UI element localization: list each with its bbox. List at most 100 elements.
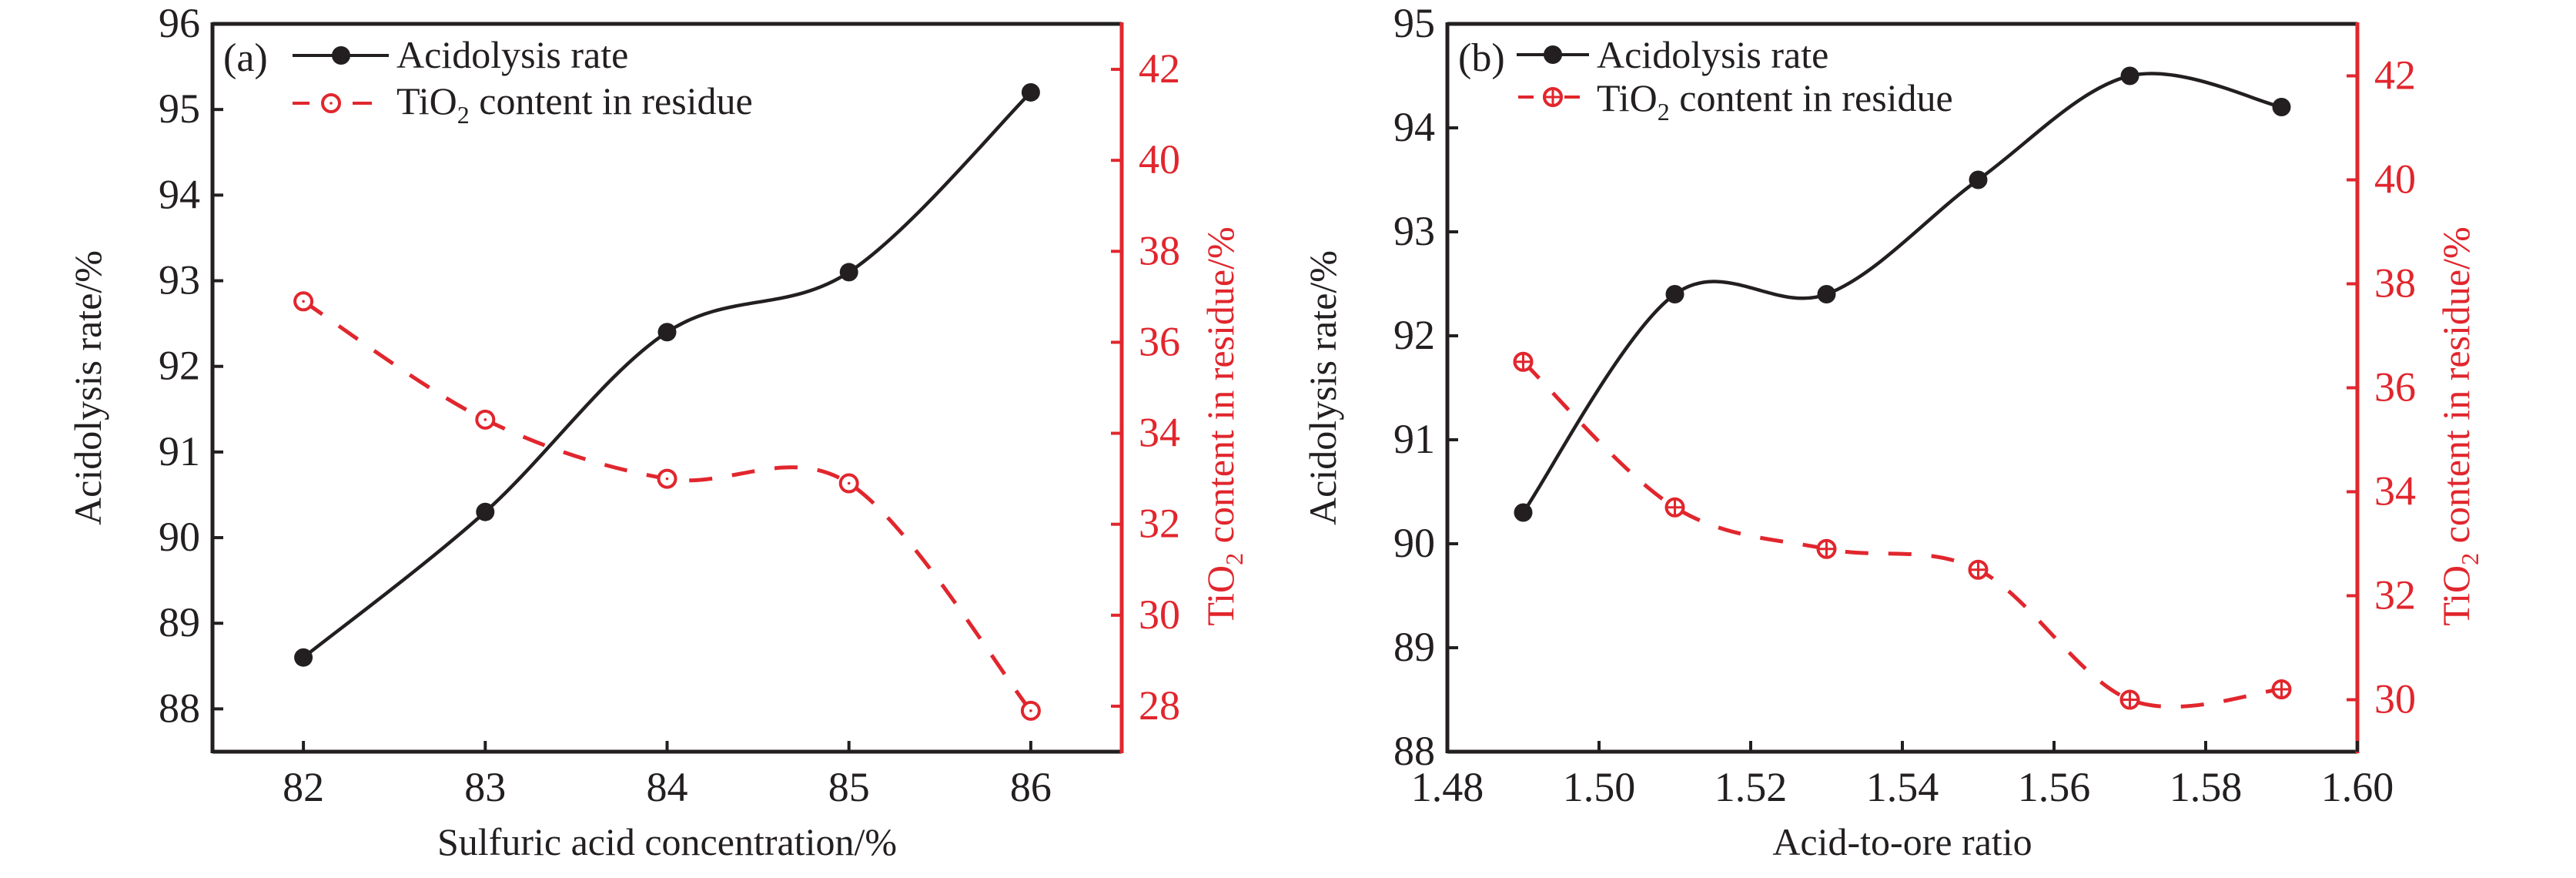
chart-a: 82 83 84 85 86 88 89 90 91 92 93 94 95 96 28 30 32 34 36 38… [66, 0, 1248, 863]
tio2-point-dot-a [665, 477, 669, 481]
panel-label-b: (b) [1458, 36, 1505, 80]
plot-area-a [293, 82, 1041, 721]
tio2-point-dot-a [302, 300, 305, 303]
y-right-tick-label-b: 38 [2374, 260, 2416, 307]
acidolysis-point-a [657, 323, 677, 342]
legend-b: Acidolysis rate TiO2 content in residue [1517, 33, 1953, 126]
legend-a-tio2-marker-dot [330, 102, 333, 105]
x-tick-label-b: 1.50 [1563, 764, 1636, 810]
y-right-tick-label-a: 34 [1139, 410, 1180, 456]
acidolysis-point-b [2120, 66, 2139, 85]
acidolysis-point-b [1665, 285, 1684, 303]
y-right-tick-label-a: 30 [1139, 591, 1180, 638]
y-left-tick-label-a: 95 [159, 85, 200, 132]
tio2-point-dot-a [483, 418, 487, 421]
acidolysis-point-a [476, 502, 495, 521]
y-left-tick-label-a: 92 [159, 343, 200, 389]
y-right-tick-label-b: 32 [2374, 572, 2416, 618]
y-left-tick-label-b: 92 [1393, 312, 1435, 358]
y-left-tick-label-a: 88 [159, 685, 200, 731]
x-tick-label-a: 86 [1010, 764, 1052, 810]
y-left-axis-title-b: Acidolysis rate/% [1301, 250, 1344, 525]
legend-b-tio2-marker [1543, 87, 1563, 107]
legend-b-tio2-suffix: content in residue [1670, 76, 1953, 119]
legend-a-tio2-prefix: TiO [396, 79, 457, 122]
y-right-axis-title-a: TiO2 content in residue/% [1199, 226, 1248, 625]
y-right-tick-label-a: 38 [1139, 227, 1180, 273]
legend-b-acidolysis-marker [1544, 45, 1562, 64]
y-left-tick-label-a: 94 [159, 171, 200, 217]
legend-b-tio2-label: TiO2 content in residue [1597, 76, 1953, 126]
acidolysis-point-a [294, 648, 313, 667]
x-tick-label-a: 85 [828, 764, 870, 810]
y-right-title-prefix-a: TiO [1199, 565, 1242, 626]
legend-a-tio2-suffix: content in residue [470, 79, 753, 122]
axes-b: 1.48 1.50 1.52 1.54 1.56 1.58 1.60 88 89 90 91 92 93… [1301, 0, 2484, 863]
y-right-tick-label-b: 34 [2374, 468, 2416, 514]
acidolysis-point-b [1514, 503, 1533, 522]
x-axis-title-a: Sulfuric acid concentration/% [437, 820, 897, 863]
acidolysis-point-b [2272, 98, 2291, 116]
y-left-tick-label-a: 89 [159, 599, 200, 645]
y-right-tick-label-b: 30 [2374, 676, 2416, 722]
x-tick-label-a: 82 [283, 764, 324, 810]
y-left-tick-label-b: 89 [1393, 624, 1435, 670]
y-right-tick-label-a: 42 [1139, 45, 1180, 92]
y-right-tick-label-b: 40 [2374, 156, 2416, 203]
tio2-line-a [302, 300, 1032, 712]
y-left-tick-label-b: 88 [1393, 728, 1435, 774]
acidolysis-point-b [1817, 285, 1836, 303]
x-tick-label-b: 1.60 [2321, 764, 2394, 810]
y-left-tick-label-a: 96 [159, 0, 200, 46]
legend-b-acidolysis-label: Acidolysis rate [1597, 33, 1828, 76]
tio2-point-dot-a [1029, 709, 1032, 712]
legend-a-tio2-sub: 2 [457, 101, 470, 129]
y-left-tick-label-b: 90 [1393, 520, 1435, 566]
x-tick-label-b: 1.48 [1411, 764, 1484, 810]
y-left-tick-label-a: 93 [159, 257, 200, 303]
legend-b-tio2-prefix: TiO [1597, 76, 1658, 119]
y-right-title-sub-a: 2 [1220, 553, 1248, 565]
legend-a-acidolysis-marker [332, 46, 350, 65]
legend-a: Acidolysis rate TiO2 content in residue [293, 33, 753, 129]
y-right-axis-title-b: TiO2 content in residue/% [2434, 226, 2484, 625]
x-tick-label-a: 83 [464, 764, 506, 810]
tio2-point-dot-a [847, 481, 851, 485]
y-right-title-sub-b: 2 [2456, 553, 2484, 565]
legend-a-acidolysis-label: Acidolysis rate [396, 33, 628, 76]
y-left-tick-label-b: 93 [1393, 208, 1435, 254]
x-axis-title-b: Acid-to-ore ratio [1772, 820, 2032, 863]
y-left-tick-label-a: 91 [159, 428, 200, 474]
plot-area-b [1513, 66, 2292, 710]
x-tick-label-b: 1.58 [2170, 764, 2243, 810]
y-right-title-suffix-a: content in residue/% [1199, 226, 1242, 553]
acidolysis-point-b [1969, 170, 1988, 189]
y-right-title-prefix-b: TiO [2434, 565, 2477, 626]
y-right-tick-label-a: 32 [1139, 501, 1180, 547]
acidolysis-point-a [839, 263, 858, 282]
y-right-tick-label-a: 40 [1139, 136, 1180, 183]
legend-a-tio2-label: TiO2 content in residue [396, 79, 753, 129]
x-tick-label-b: 1.52 [1715, 764, 1788, 810]
y-right-tick-label-a: 28 [1139, 682, 1180, 729]
legend-a-tio2-marker [321, 93, 341, 113]
y-right-tick-label-a: 36 [1139, 318, 1180, 364]
acidolysis-point-a [1021, 82, 1040, 102]
tio2-line-b [1521, 360, 2282, 709]
y-left-tick-label-a: 90 [159, 514, 200, 560]
y-right-title-suffix-b: content in residue/% [2434, 226, 2477, 553]
x-tick-label-b: 1.54 [1866, 764, 1939, 810]
acidolysis-line-b [1521, 72, 2282, 514]
y-right-tick-label-b: 36 [2374, 364, 2416, 411]
y-left-tick-label-b: 91 [1393, 416, 1435, 462]
axes-a: 82 83 84 85 86 88 89 90 91 92 93 94 95 96 28 30 32 34 36 38… [66, 0, 1248, 863]
x-tick-label-a: 84 [647, 764, 688, 810]
x-tick-label-b: 1.56 [2018, 764, 2091, 810]
chart-b: 1.48 1.50 1.52 1.54 1.56 1.58 1.60 88 89 90 91 92 93… [1301, 0, 2484, 863]
legend-b-tio2-sub: 2 [1658, 98, 1670, 126]
y-left-tick-label-b: 95 [1393, 0, 1435, 46]
y-left-axis-title-a: Acidolysis rate/% [66, 250, 109, 525]
y-right-tick-label-b: 42 [2374, 52, 2416, 99]
y-left-tick-label-b: 94 [1393, 104, 1435, 150]
